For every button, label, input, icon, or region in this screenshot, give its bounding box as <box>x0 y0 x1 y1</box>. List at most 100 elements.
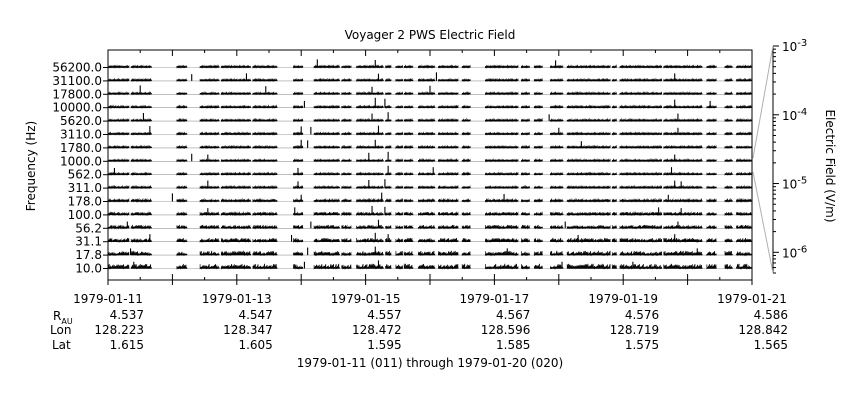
data-segment-band <box>341 133 352 135</box>
row-label-lon: Lon <box>50 323 71 337</box>
data-segment-band <box>567 186 611 189</box>
data-segment-band <box>385 200 392 202</box>
data-segment-band <box>438 79 459 82</box>
data-segment <box>199 64 219 69</box>
data-segment <box>619 250 662 257</box>
data-segment-band <box>462 93 471 95</box>
data-segment-band <box>108 93 130 95</box>
data-segment-band <box>619 66 662 68</box>
channel-562.0 <box>107 171 752 176</box>
data-segment-band <box>176 160 188 162</box>
data-segment-band <box>200 66 220 68</box>
channel-10.0 <box>107 263 752 270</box>
data-segment-band <box>438 146 459 149</box>
x-lon-label: 128.223 <box>94 323 144 337</box>
data-segment-band <box>200 146 220 149</box>
data-segment <box>619 184 662 190</box>
data-segment-band <box>612 186 617 189</box>
data-segment <box>619 144 662 150</box>
plot-border <box>107 49 753 281</box>
data-segment-band <box>385 79 392 82</box>
data-segment-band <box>314 93 340 95</box>
data-segment-band <box>293 160 304 162</box>
data-segment-band <box>176 173 188 175</box>
data-segment-band <box>221 200 251 202</box>
data-segment-band <box>356 267 384 269</box>
data-segment-band <box>176 106 188 108</box>
data-segment-band <box>612 79 617 82</box>
data-segment-band <box>462 66 471 68</box>
data-segment-band <box>567 213 611 216</box>
data-segment-band <box>736 213 752 216</box>
data-segment-band <box>706 173 717 175</box>
data-segment-band <box>462 227 471 229</box>
data-segment-band <box>108 267 130 269</box>
channel-56.2 <box>107 224 752 230</box>
y-tick-label: 56.2 <box>75 221 102 235</box>
data-segment-band <box>724 133 733 135</box>
row-label-r-au: RAU <box>53 309 73 326</box>
data-segment-band <box>619 173 662 175</box>
data-segment-band <box>462 200 471 202</box>
data-segment-band <box>108 119 130 122</box>
data-segment-band <box>534 66 543 68</box>
data-segment-band <box>385 186 392 189</box>
data-segment-band <box>663 186 703 189</box>
data-segment-band <box>131 173 152 175</box>
data-segment-band <box>341 106 352 108</box>
data-segment-band <box>293 79 304 82</box>
data-segment-band <box>356 253 384 256</box>
data-segment-band <box>418 227 436 229</box>
data-segment-band <box>736 146 752 149</box>
y-tick-label: 31100.0 <box>52 74 102 88</box>
x-lon-label: 128.596 <box>481 323 531 337</box>
data-segment-band <box>293 119 304 122</box>
data-segment-band <box>521 267 530 269</box>
data-segment-band <box>438 253 459 256</box>
right-tick-label: 10-3 <box>782 38 807 54</box>
data-segment-band <box>619 200 662 202</box>
data-segment-band <box>176 267 188 269</box>
right-tick-label: 10-6 <box>782 244 807 260</box>
data-segment-band <box>462 119 471 122</box>
data-segment-band <box>356 119 384 122</box>
data-segment-band <box>314 79 340 82</box>
data-segment-band <box>252 173 278 175</box>
y-tick-label: 10.0 <box>75 262 102 276</box>
data-segment-band <box>314 66 340 68</box>
data-segment-band <box>706 93 717 95</box>
data-segment-band <box>176 253 188 256</box>
channel-traces <box>107 59 752 270</box>
data-segment <box>199 224 219 230</box>
data-segment-band <box>567 106 611 108</box>
data-segment-band <box>200 213 220 216</box>
data-segment-band <box>356 79 384 82</box>
data-segment-band <box>176 213 188 216</box>
data-segment-band <box>521 227 530 229</box>
data-segment-band <box>200 173 220 175</box>
data-segment-band <box>385 146 392 149</box>
data-segment-band <box>108 173 130 175</box>
data-segment-band <box>314 213 340 216</box>
data-segment-band <box>567 253 611 256</box>
data-segment-band <box>108 133 130 135</box>
data-segment-band <box>438 119 459 122</box>
x-r-au-label: 4.547 <box>238 308 272 322</box>
data-segment-band <box>293 200 304 202</box>
data-segment-band <box>200 106 220 108</box>
data-segment <box>356 158 383 163</box>
data-segment-band <box>385 227 392 229</box>
data-segment-band <box>176 79 188 82</box>
data-segment-band <box>252 213 278 216</box>
data-segment-band <box>404 119 414 122</box>
data-segment-band <box>550 160 564 162</box>
data-segment-band <box>418 93 436 95</box>
data-segment-band <box>663 79 703 82</box>
data-segment-band <box>485 213 519 216</box>
x-date-label: 1979-01-19 <box>588 292 658 306</box>
x-lat-label: 1.565 <box>754 338 788 352</box>
data-segment-band <box>612 119 617 122</box>
data-segment-band <box>252 79 278 82</box>
data-segment-band <box>438 173 459 175</box>
